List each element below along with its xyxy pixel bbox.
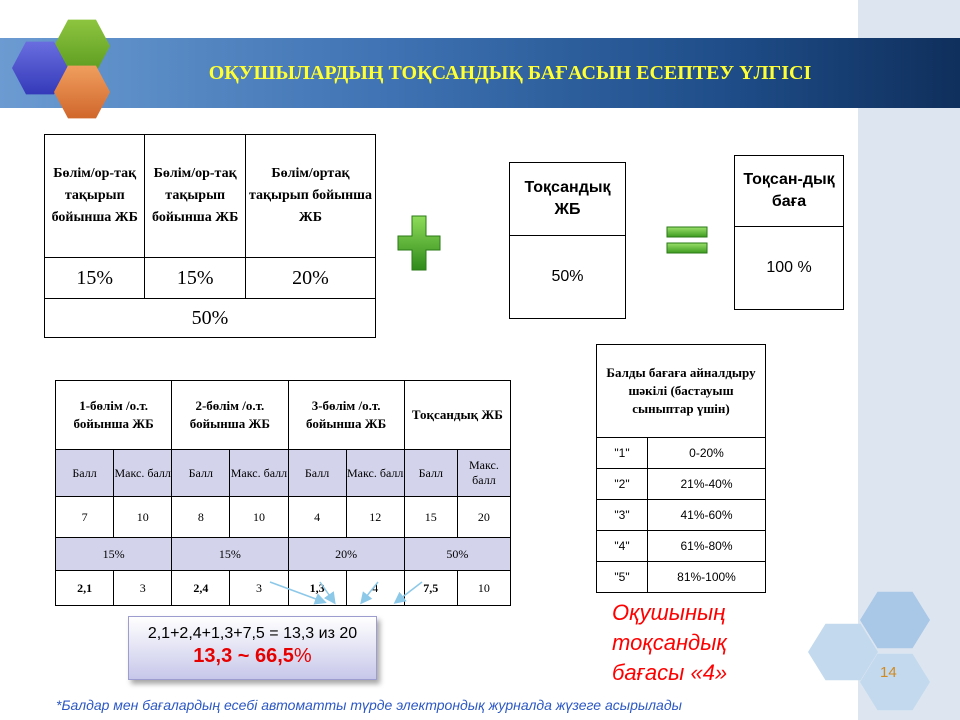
scale-range: 0-20% (647, 437, 766, 469)
hexagon-decor-icon (860, 653, 930, 711)
score-cell: 4 (287, 496, 347, 538)
scale-grade: "3" (596, 499, 648, 531)
equals-icon (666, 226, 708, 254)
section-header: 2-бөлім /о.т. бойынша ЖБ (171, 380, 289, 450)
result-line: Оқушының (612, 600, 726, 625)
plus-icon (397, 215, 441, 271)
page-number: 14 (880, 664, 897, 681)
weighted-cell: 10 (456, 570, 512, 606)
quarter-sa-table: Тоқсандық ЖБ 50% (509, 162, 626, 319)
scale-grade: "5" (596, 561, 648, 593)
quarter-grade-header: Тоқсан-дық баға (734, 155, 844, 227)
ball-subheader: Балл (287, 449, 347, 497)
weights-header: Бөлім/ор-тақ тақырып бойынша ЖБ (144, 134, 246, 258)
weighted-cell: 2,4 (171, 570, 231, 606)
quarter-grade-value: 100 % (734, 226, 844, 310)
ball-subheader: Балл (403, 449, 458, 497)
weighted-cell: 3 (113, 570, 173, 606)
score-cell: 10 (113, 496, 173, 538)
weights-header: Бөлім/ортақ тақырып бойынша ЖБ (244, 134, 377, 258)
section-header: Тоқсандық ЖБ (403, 380, 512, 450)
max-subheader: Макс. балл (113, 449, 173, 497)
scale-grade: "2" (596, 468, 648, 500)
hexagon-decor-icon (808, 623, 878, 681)
quarter-sa-value: 50% (509, 235, 626, 319)
formula-result-percent: % (293, 645, 312, 667)
weights-table: Бөлім/ор-тақ тақырып бойынша ЖБ Бөлім/ор… (43, 134, 377, 338)
scale-range: 81%-100% (647, 561, 766, 593)
formula-result-value: 13,3 ~ 66,5 (193, 645, 294, 667)
scale-grade: "4" (596, 530, 648, 562)
grade-scale-table: Балды бағаға айналдыру шәкілі (бастауыш … (596, 344, 766, 593)
header-bar (0, 38, 960, 108)
weight-cell: 15% (54, 537, 173, 571)
formula-result: 13,3 ~ 66,5% (129, 645, 376, 668)
ball-subheader: Балл (54, 449, 115, 497)
score-cell: 12 (345, 496, 405, 538)
quarter-grade-table: Тоқсан-дық баға 100 % (734, 155, 844, 310)
score-cell: 7 (54, 496, 115, 538)
section-header: 3-бөлім /о.т. бойынша ЖБ (287, 380, 405, 450)
quarter-sa-header: Тоқсандық ЖБ (509, 162, 626, 236)
score-cell: 20 (456, 496, 512, 538)
grade-calc-table: 1-бөлім /о.т. бойынша ЖБ 2-бөлім /о.т. б… (54, 380, 512, 606)
scale-header: Балды бағаға айналдыру шәкілі (бастауыш … (596, 344, 766, 438)
weight-percent: 15% (43, 257, 146, 299)
weighted-cell: 1,3 (287, 570, 347, 606)
weight-cell: 15% (171, 537, 289, 571)
max-subheader: Макс. балл (345, 449, 405, 497)
score-cell: 10 (229, 496, 289, 538)
weight-cell: 50% (403, 537, 512, 571)
max-subheader: Макс. балл (229, 449, 289, 497)
scale-range: 21%-40% (647, 468, 766, 500)
scale-grade: "1" (596, 437, 648, 469)
weight-percent: 20% (244, 257, 377, 299)
max-subheader: Макс. балл (456, 449, 512, 497)
result-line: тоқсандық (612, 630, 727, 655)
formula-box: 2,1+2,4+1,3+7,5 = 13,3 из 20 13,3 ~ 66,5… (128, 616, 377, 680)
ball-subheader: Балл (171, 449, 231, 497)
formula-sum: 2,1+2,4+1,3+7,5 = 13,3 из 20 (147, 625, 358, 642)
result-line: бағасы «4» (612, 660, 728, 685)
score-cell: 15 (403, 496, 458, 538)
page-title: ОҚУШЫЛАРДЫҢ ТОҚСАНДЫҚ БАҒАСЫН ЕСЕПТЕУ ҮЛ… (208, 61, 812, 84)
weights-header: Бөлім/ор-тақ тақырып бойынша ЖБ (43, 134, 146, 258)
weighted-cell: 7,5 (403, 570, 458, 606)
score-cell: 8 (171, 496, 231, 538)
footnote: *Балдар мен бағалардың есебі автоматты т… (56, 697, 682, 713)
weight-total: 50% (44, 298, 376, 338)
scale-range: 61%-80% (647, 530, 766, 562)
weight-percent: 15% (144, 257, 246, 299)
arrow-icon (269, 581, 423, 605)
result-text: Оқушының тоқсандық бағасы «4» (612, 598, 738, 688)
weighted-cell: 2,1 (54, 570, 115, 606)
weight-cell: 20% (287, 537, 405, 571)
section-header: 1-бөлім /о.т. бойынша ЖБ (54, 380, 173, 450)
scale-range: 41%-60% (647, 499, 766, 531)
hexagon-decor-icon (860, 591, 930, 649)
